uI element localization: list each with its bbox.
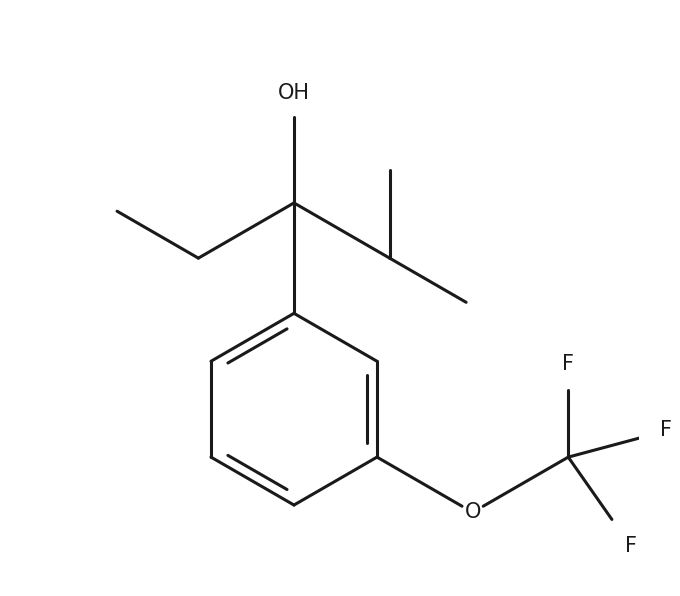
Text: OH: OH [278,83,310,103]
Text: O: O [464,502,481,522]
Text: F: F [625,536,637,555]
Text: F: F [562,354,574,374]
Text: F: F [660,420,672,440]
